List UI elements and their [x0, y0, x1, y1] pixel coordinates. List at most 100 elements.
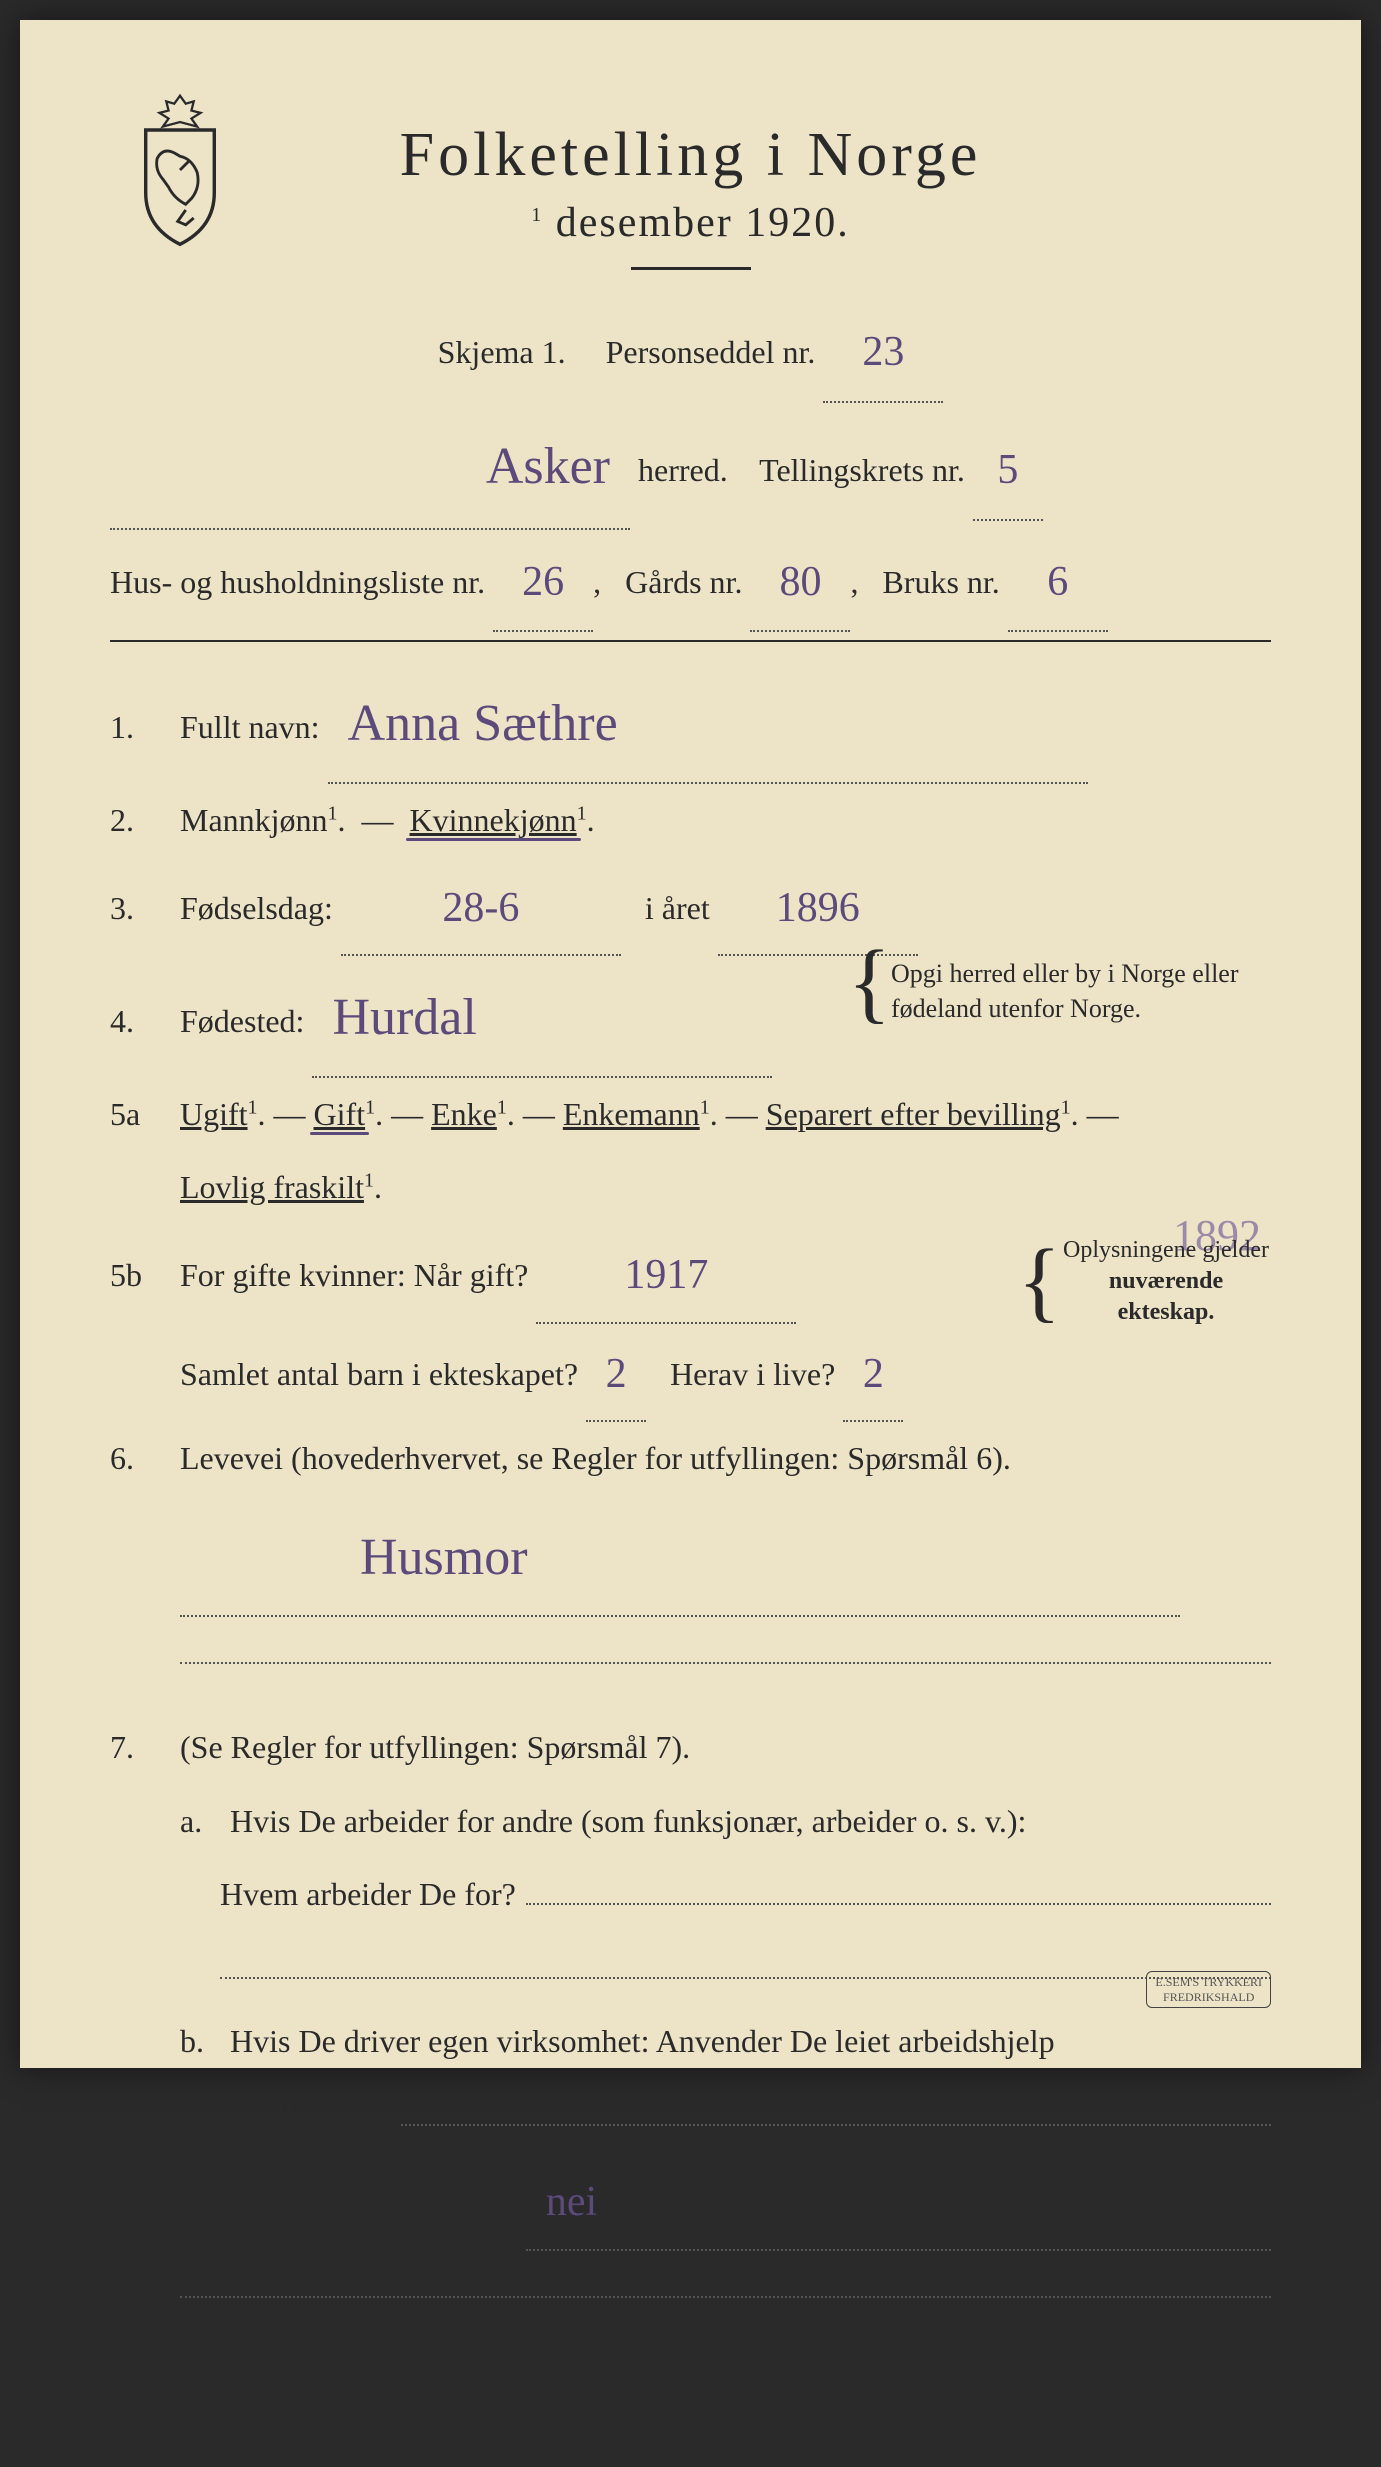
gards-label: Gårds nr.: [625, 564, 742, 600]
q6-label: Levevei (hovederhvervet, se Regler for u…: [180, 1440, 1011, 1476]
q7a-label: a.: [180, 1785, 230, 1859]
q5a-enkemann: Enkemann: [563, 1096, 700, 1132]
stamp-line2: FREDRIKSHALD: [1155, 1990, 1262, 2004]
bruks-label: Bruks nr.: [882, 564, 999, 600]
questions: 1. Fullt navn: Anna Sæthre 2. Mannkjønn1…: [110, 662, 1271, 2324]
q3-day: 28-6: [442, 885, 519, 931]
q6-blank: [180, 1617, 1271, 1691]
q5a-enke: Enke: [431, 1096, 497, 1132]
q5b-line1-value: 1917: [624, 1252, 708, 1298]
person-nr: 23: [862, 329, 904, 375]
q5a-cont: Lovlig fraskilt1.: [180, 1151, 1271, 1225]
q1: 1. Fullt navn: Anna Sæthre: [110, 662, 1271, 784]
q7-intro: (Se Regler for utfyllingen: Spørsmål 7).: [180, 1729, 690, 1765]
q6-value: Husmor: [360, 1529, 528, 1586]
meta-divider: [110, 640, 1271, 642]
subtitle: 1 desember 1920.: [110, 199, 1271, 247]
bruks-nr: 6: [1047, 559, 1068, 605]
q8-value: nei: [546, 2179, 597, 2225]
q3-num: 3.: [110, 872, 180, 946]
q7b: b. Hvis De driver egen virksomhet: Anven…: [180, 2005, 1271, 2079]
q7b-text1: Hvis De driver egen virksomhet: Anvender…: [230, 2023, 1055, 2059]
person-label: Personseddel nr.: [606, 334, 816, 370]
q5b-line1-label: For gifte kvinner: Når gift?: [180, 1257, 528, 1293]
q8-blank: [180, 2251, 1271, 2325]
meta-line-3: Hus- og husholdningsliste nr. 26, Gårds …: [110, 530, 1271, 633]
q7b-text2: (ja eller nei)?: [220, 2079, 391, 2153]
stamp-line1: E.SEM'S TRYKKERI: [1155, 1975, 1262, 1989]
q3-year: 1896: [776, 885, 860, 931]
footnote-2: 1 Her kan svares ved tydelig understrekn…: [110, 2429, 1271, 2467]
tellingskrets-label: Tellingskrets nr.: [759, 452, 965, 488]
q5b-line2-label-a: Samlet antal barn i ekteskapet?: [180, 1356, 578, 1392]
q5a-separert: Separert efter bevilling: [766, 1096, 1061, 1132]
q7a-text2: Hvem arbeider De for?: [220, 1858, 516, 1932]
q4-side-text: Opgi herred eller by i Norge eller fødel…: [891, 956, 1271, 1026]
header: Folketelling i Norge 1 desember 1920.: [110, 120, 1271, 270]
q5a-lovlig: Lovlig fraskilt: [180, 1169, 364, 1205]
coat-of-arms-icon: [120, 90, 240, 250]
q8: 8. Bierhverv (eller biinntekt) nei: [110, 2152, 1271, 2251]
header-divider: [631, 267, 751, 270]
footnote-1: Har man ingen biinntekt av nogen betydni…: [180, 2348, 1271, 2386]
q1-value: Anna Sæthre: [348, 695, 618, 752]
q2: 2. Mannkjønn1. — Kvinnekjønn1.: [110, 784, 1271, 858]
q2-sep: —: [362, 802, 394, 838]
q7-num: 7.: [110, 1711, 180, 1785]
q7a-blank: [220, 1932, 1271, 2006]
meta-line-2: Asker herred. Tellingskrets nr. 5: [110, 403, 1271, 530]
husliste-label: Hus- og husholdningsliste nr.: [110, 564, 485, 600]
q4-side-note: { Opgi herred eller by i Norge eller fød…: [848, 956, 1271, 1026]
census-form-page: Folketelling i Norge 1 desember 1920. Sk…: [20, 20, 1361, 2068]
herred-label: herred.: [638, 452, 728, 488]
q5b-line2-label-b: Herav i live?: [670, 1356, 835, 1392]
q8-num: 8.: [110, 2166, 180, 2240]
q3-year-label: i året: [645, 890, 710, 926]
subtitle-text: desember 1920.: [556, 200, 850, 246]
q3: 3. Fødselsdag: 28-6 i året 1896: [110, 858, 1271, 957]
schema-label: Skjema 1.: [438, 334, 566, 370]
footnote-2-bold: understrekning av de ord som passer.: [392, 2435, 775, 2461]
q5b-num: 5b: [110, 1239, 180, 1313]
q2-num: 2.: [110, 784, 180, 858]
q2-kvinne: Kvinnekjønn: [410, 802, 577, 838]
q6-value-row: Husmor: [180, 1496, 1271, 1618]
q4-value: Hurdal: [332, 989, 476, 1046]
q5a-gift: Gift: [314, 1096, 366, 1132]
q5b-line2-value-a: 2: [606, 1351, 627, 1397]
tellingskrets-nr: 5: [997, 447, 1018, 493]
q5a-ugift: Ugift: [180, 1096, 248, 1132]
q5b-side-text-bold: nuværende ekteskap.: [1109, 1268, 1223, 1325]
q2-mann: Mannkjønn: [180, 802, 328, 838]
q7a-text1: Hvis De arbeider for andre (som funksjon…: [230, 1803, 1026, 1839]
q5a-num: 5a: [110, 1078, 180, 1152]
q4: 4. Fødested: Hurdal { Opgi herred eller …: [110, 956, 1271, 1078]
herred-value: Asker: [486, 438, 610, 495]
q4-num: 4.: [110, 985, 180, 1059]
q7: 7. (Se Regler for utfyllingen: Spørsmål …: [110, 1711, 1271, 1785]
q8-label: Bierhverv (eller biinntekt): [180, 2166, 516, 2240]
q4-label: Fødested:: [180, 1003, 304, 1039]
q5a: 5a Ugift1. — Gift1. — Enke1. — Enkemann1…: [110, 1078, 1271, 1152]
q7a-2: Hvem arbeider De for?: [220, 1858, 1271, 1932]
q5b: 1892 5b For gifte kvinner: Når gift? 191…: [110, 1225, 1271, 1422]
q6-num: 6.: [110, 1422, 180, 1496]
meta-line-1: Skjema 1. Personseddel nr. 23: [110, 300, 1271, 403]
q7a: a. Hvis De arbeider for andre (som funks…: [180, 1785, 1271, 1859]
q1-num: 1.: [110, 691, 180, 765]
footnote-2-num: 1: [110, 2433, 118, 2450]
husliste-nr: 26: [522, 559, 564, 605]
q5b-side-text-1: Oplysningene gjelder: [1063, 1237, 1269, 1263]
subtitle-sup: 1: [531, 204, 543, 226]
q1-label: Fullt navn:: [180, 709, 320, 745]
q7b-label: b.: [180, 2005, 230, 2079]
q5b-side-note: { Oplysningene gjelder nuværende ekteska…: [1018, 1235, 1271, 1329]
main-title: Folketelling i Norge: [110, 120, 1271, 191]
q7b-2: (ja eller nei)?: [220, 2079, 1271, 2153]
q6: 6. Levevei (hovederhvervet, se Regler fo…: [110, 1422, 1271, 1496]
printer-stamp: E.SEM'S TRYKKERI FREDRIKSHALD: [1146, 1971, 1271, 2008]
gards-nr: 80: [779, 559, 821, 605]
footnote-rule-1: [180, 2335, 1271, 2336]
q5b-line2-value-b: 2: [863, 1351, 884, 1397]
footnote-rule-2: [110, 2416, 1271, 2417]
